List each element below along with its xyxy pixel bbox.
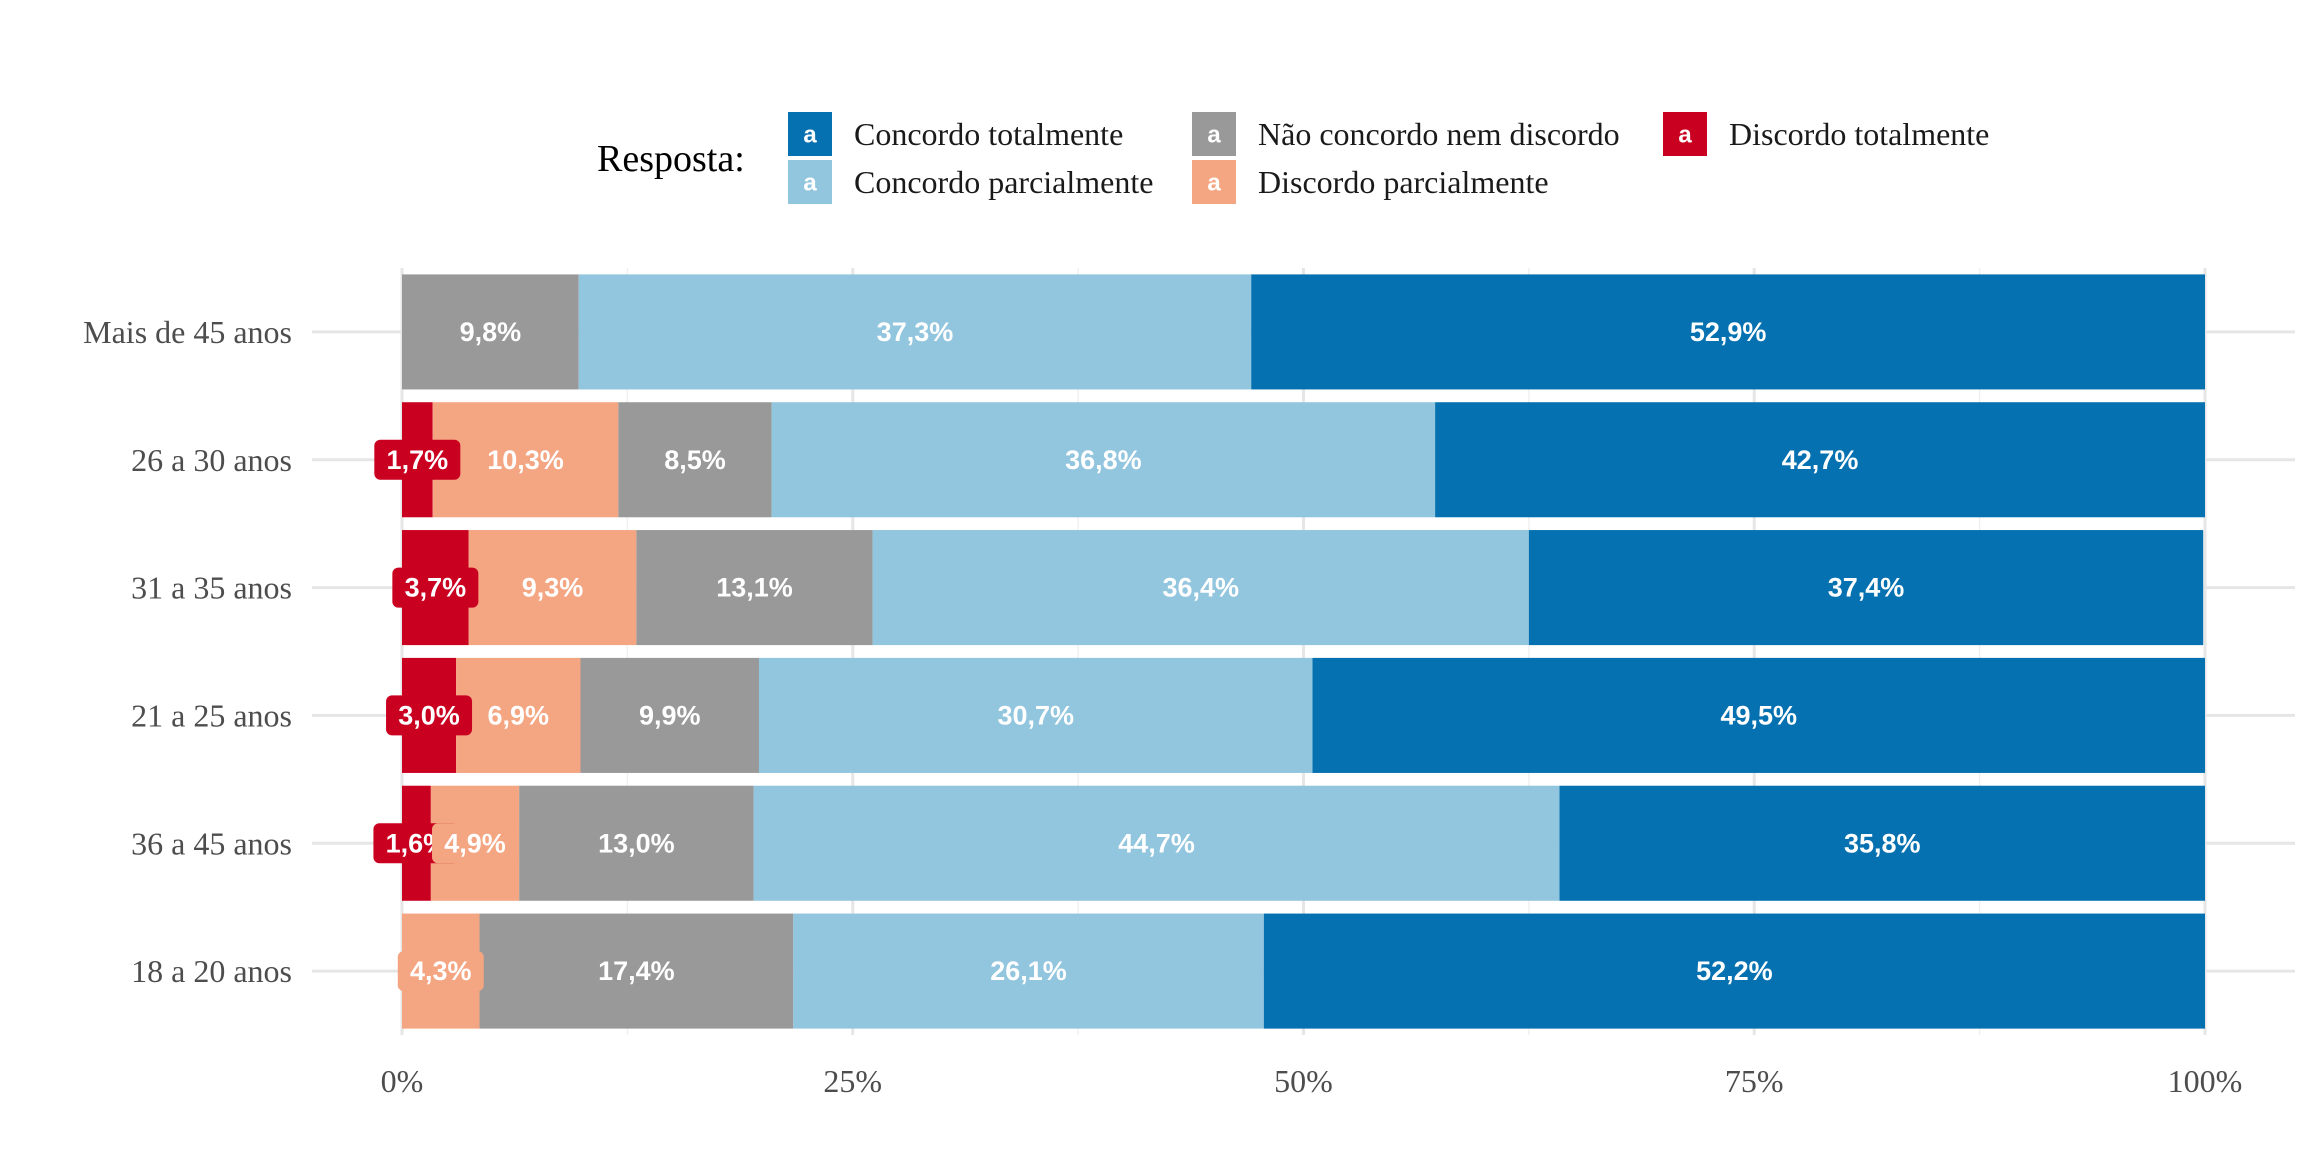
data-label: 44,7% <box>1118 828 1195 858</box>
bar-nao-concordo-nem-discordo <box>519 785 754 901</box>
bar-concordo-parcialmente <box>872 530 1529 646</box>
legend-key-concordo-totalmente <box>788 112 832 156</box>
data-label: 3,7% <box>405 573 467 603</box>
x-tick-label: 100% <box>2168 1063 2243 1099</box>
data-label: 30,7% <box>997 700 1074 730</box>
x-tick-label: 50% <box>1274 1063 1333 1099</box>
bar-nao-concordo-nem-discordo <box>580 657 759 773</box>
bar-concordo-totalmente <box>1528 530 2204 646</box>
data-label-box <box>432 823 519 864</box>
category-label: 31 a 35 anos <box>131 570 292 606</box>
bars: 9,8% 37,3% 52,9% 1,7% 10,3% 8,5% 36,8% 42,7% 3,7… <box>373 274 2205 1029</box>
data-label: 42,7% <box>1782 445 1859 475</box>
data-label: 9,9% <box>639 700 701 730</box>
bar-concordo-parcialmente <box>771 402 1436 518</box>
bar-nao-concordo-nem-discordo <box>618 402 772 518</box>
data-label: 8,5% <box>664 445 726 475</box>
legend-key-glyph: a <box>1207 122 1221 149</box>
bar-concordo-totalmente <box>1559 785 2205 901</box>
data-label: 1,7% <box>387 445 449 475</box>
x-tick-label: 0% <box>381 1063 424 1099</box>
bar-concordo-parcialmente <box>753 785 1560 901</box>
category-label: Mais de 45 anos <box>83 314 292 350</box>
data-label: 10,3% <box>487 445 564 475</box>
legend-key-glyph: a <box>803 122 817 149</box>
data-label: 37,3% <box>877 317 954 347</box>
category-label: 18 a 20 anos <box>131 953 292 989</box>
data-label: 13,1% <box>716 573 793 603</box>
data-label-box <box>386 695 473 736</box>
category-label: 21 a 25 anos <box>131 697 292 733</box>
legend-key-nao-concordo-nem-discordo <box>1192 112 1236 156</box>
legend-title: Resposta: <box>597 138 745 180</box>
bar-concordo-totalmente <box>1435 402 2205 518</box>
bar-discordo-parcialmente <box>468 530 637 646</box>
data-label: 35,8% <box>1844 828 1921 858</box>
legend-label-discordo-totalmente: Discordo totalmente <box>1729 116 1989 152</box>
bar-concordo-totalmente <box>1312 657 2205 773</box>
legend-key-concordo-parcialmente <box>788 160 832 204</box>
category-label: 36 a 45 anos <box>131 825 292 861</box>
bar-concordo-parcialmente <box>758 657 1313 773</box>
legend-key-discordo-totalmente <box>1663 112 1707 156</box>
data-label-box <box>397 951 484 992</box>
data-label: 37,4% <box>1828 573 1905 603</box>
data-label: 13,0% <box>598 828 675 858</box>
data-label: 26,1% <box>990 956 1067 986</box>
bar-nao-concordo-nem-discordo <box>636 530 873 646</box>
legend-label-concordo-totalmente: Concordo totalmente <box>854 116 1123 152</box>
category-labels: Mais de 45 anos 26 a 30 anos 31 a 35 anos 2… <box>83 314 292 989</box>
data-label: 52,9% <box>1690 317 1767 347</box>
data-label-box <box>374 439 461 480</box>
data-label: 4,9% <box>444 828 506 858</box>
data-label: 9,8% <box>460 317 522 347</box>
bar-discordo-parcialmente <box>456 657 581 773</box>
bar-concordo-parcialmente <box>578 274 1252 390</box>
data-label: 36,4% <box>1162 573 1239 603</box>
category-label: 26 a 30 anos <box>131 442 292 478</box>
legend-key-glyph: a <box>803 170 817 197</box>
data-label-box <box>392 567 479 608</box>
data-label: 4,3% <box>410 956 472 986</box>
bar-concordo-parcialmente <box>793 913 1264 1029</box>
legend-key-glyph: a <box>1207 170 1221 197</box>
legend-label-nao-concordo-nem-discordo: Não concordo nem discordo <box>1258 116 1620 152</box>
bar-concordo-totalmente <box>1263 913 2205 1029</box>
bar-nao-concordo-nem-discordo <box>479 913 794 1029</box>
data-label: 9,3% <box>522 573 584 603</box>
bar-discordo-parcialmente <box>432 402 619 518</box>
data-label: 52,2% <box>1696 956 1773 986</box>
data-label: 6,9% <box>488 700 550 730</box>
data-label: 36,8% <box>1065 445 1142 475</box>
legend-key-discordo-parcialmente <box>1192 160 1236 204</box>
data-label: 17,4% <box>598 956 675 986</box>
legend-label-discordo-parcialmente: Discordo parcialmente <box>1258 164 1549 200</box>
legend: Resposta: a Concordo totalmente a Concordo … <box>597 112 1989 204</box>
legend-label-concordo-parcialmente: Concordo parcialmente <box>854 164 1153 200</box>
bar-nao-concordo-nem-discordo <box>402 274 579 390</box>
bar-concordo-totalmente <box>1251 274 2205 390</box>
x-tick-label: 75% <box>1725 1063 1784 1099</box>
legend-key-glyph: a <box>1678 122 1692 149</box>
x-axis-tick-labels: 0% 25% 50% 75% 100% <box>381 1063 2243 1099</box>
data-label: 3,0% <box>398 700 460 730</box>
data-label: 49,5% <box>1720 700 1797 730</box>
x-tick-label: 25% <box>823 1063 882 1099</box>
